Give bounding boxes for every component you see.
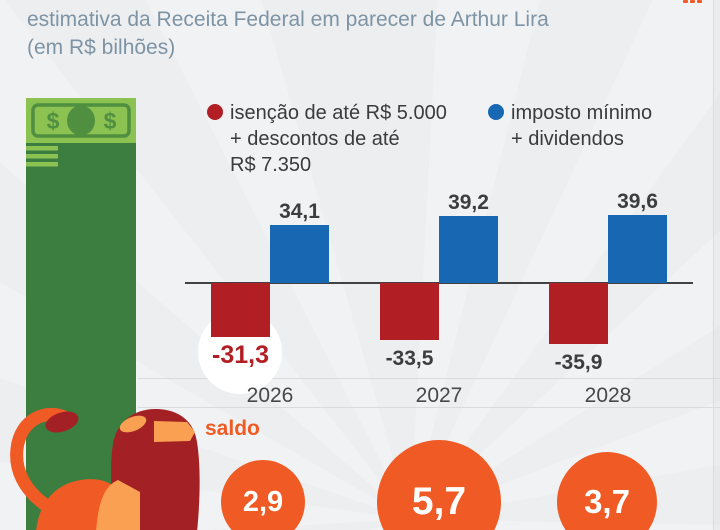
row-separator-bottom: [138, 407, 720, 408]
value-label-negative-2026: -31,3: [212, 341, 269, 369]
saldo-circle-2027: 5,7: [377, 440, 501, 530]
legend-label-isencao: isenção de até R$ 5.000 + descontos de a…: [230, 102, 447, 176]
legend-item-isencao: isenção de até R$ 5.000 + descontos de a…: [207, 100, 447, 178]
year-label-2028: 2028: [584, 384, 632, 407]
title-line-2: (em R$ bilhões): [27, 36, 176, 59]
row-separator-top: [138, 378, 720, 379]
bar-positive-2026: [270, 225, 329, 283]
svg-text:$: $: [104, 108, 117, 134]
right-edge-divider: [713, 0, 720, 530]
legend-label-imposto: imposto mínimo + dividendos: [511, 102, 653, 150]
saldo-circle-2026: 2,9: [221, 460, 305, 530]
year-label-2027: 2027: [415, 384, 463, 407]
value-label-negative-2027: -33,5: [385, 347, 434, 370]
tax-lion-icon: [10, 407, 200, 530]
value-label-negative-2028: -35,9: [554, 351, 603, 374]
legend-blue-dot-icon: [488, 104, 504, 120]
logo-dots-icon: [683, 0, 702, 3]
zero-axis-line: [185, 282, 693, 284]
svg-text:$: $: [47, 108, 60, 134]
chart-title: estimativa da Receita Federal em parecer…: [27, 6, 549, 62]
bar-positive-2027: [439, 216, 498, 283]
bar-negative-2027: [380, 283, 439, 340]
bar-positive-2028: [608, 215, 667, 283]
value-label-positive-2026: 34,1: [279, 200, 320, 223]
bar-negative-2028: [549, 283, 608, 344]
year-label-2026: 2026: [246, 384, 294, 407]
saldo-circle-2028: 3,7: [557, 452, 657, 530]
legend-red-dot-icon: [207, 104, 223, 120]
title-line-1: estimativa da Receita Federal em parecer…: [27, 8, 549, 31]
saldo-label: saldo: [205, 417, 260, 440]
legend-item-imposto: imposto mínimo + dividendos: [488, 100, 652, 152]
value-label-positive-2027: 39,2: [448, 191, 489, 214]
value-label-positive-2028: 39,6: [617, 190, 658, 213]
bar-negative-2026: [211, 283, 270, 337]
